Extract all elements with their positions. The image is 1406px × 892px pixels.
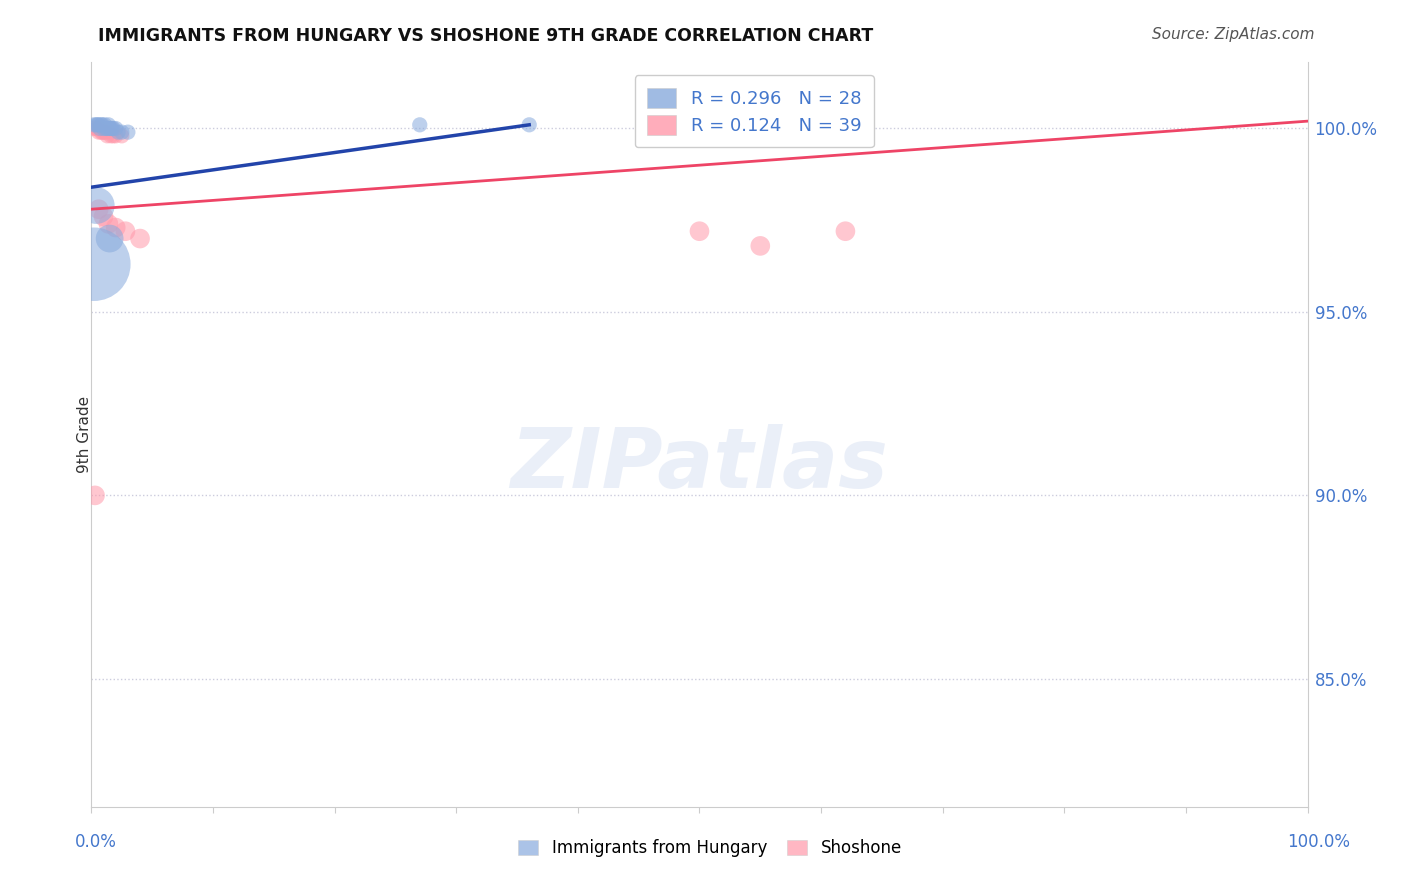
- Point: [93, 121, 115, 136]
- Point: [517, 118, 540, 132]
- Point: [100, 128, 122, 143]
- Point: [103, 128, 125, 143]
- Point: [834, 224, 856, 238]
- Point: [84, 198, 107, 212]
- Point: [104, 121, 127, 136]
- Point: [84, 488, 107, 502]
- Point: [688, 224, 710, 238]
- Text: 100.0%: 100.0%: [1288, 833, 1350, 851]
- Point: [90, 125, 112, 139]
- Point: [409, 118, 432, 132]
- Point: [96, 128, 118, 143]
- Point: [84, 118, 107, 132]
- Point: [86, 121, 108, 136]
- Point: [84, 121, 107, 136]
- Point: [83, 121, 105, 136]
- Point: [104, 128, 127, 143]
- Legend: R = 0.296   N = 28, R = 0.124   N = 39: R = 0.296 N = 28, R = 0.124 N = 39: [634, 75, 875, 147]
- Point: [749, 239, 772, 253]
- Point: [83, 257, 105, 271]
- Y-axis label: 9th Grade: 9th Grade: [77, 396, 91, 474]
- Point: [104, 220, 127, 235]
- Point: [94, 121, 117, 136]
- Point: [100, 121, 122, 136]
- Text: 0.0%: 0.0%: [75, 833, 117, 851]
- Legend: Immigrants from Hungary, Shoshone: Immigrants from Hungary, Shoshone: [512, 833, 908, 864]
- Text: ZIPatlas: ZIPatlas: [510, 424, 889, 505]
- Point: [103, 121, 125, 136]
- Point: [114, 224, 136, 238]
- Point: [96, 121, 118, 136]
- Point: [111, 125, 134, 139]
- Point: [97, 118, 120, 132]
- Point: [97, 217, 120, 231]
- Point: [93, 125, 115, 139]
- Point: [129, 231, 152, 245]
- Point: [94, 118, 117, 132]
- Point: [111, 128, 134, 143]
- Point: [87, 202, 110, 217]
- Point: [91, 125, 114, 139]
- Point: [87, 118, 110, 132]
- Point: [98, 231, 121, 245]
- Point: [83, 118, 105, 132]
- Point: [98, 125, 121, 139]
- Point: [90, 118, 112, 132]
- Text: Source: ZipAtlas.com: Source: ZipAtlas.com: [1152, 27, 1315, 42]
- Point: [101, 121, 124, 136]
- Point: [89, 121, 111, 136]
- Point: [98, 121, 121, 136]
- Point: [107, 125, 129, 139]
- Point: [94, 125, 117, 139]
- Point: [87, 125, 110, 139]
- Point: [93, 210, 115, 224]
- Point: [91, 118, 114, 132]
- Text: IMMIGRANTS FROM HUNGARY VS SHOSHONE 9TH GRADE CORRELATION CHART: IMMIGRANTS FROM HUNGARY VS SHOSHONE 9TH …: [98, 27, 873, 45]
- Point: [94, 125, 117, 139]
- Point: [86, 118, 108, 132]
- Point: [117, 125, 139, 139]
- Point: [89, 121, 111, 136]
